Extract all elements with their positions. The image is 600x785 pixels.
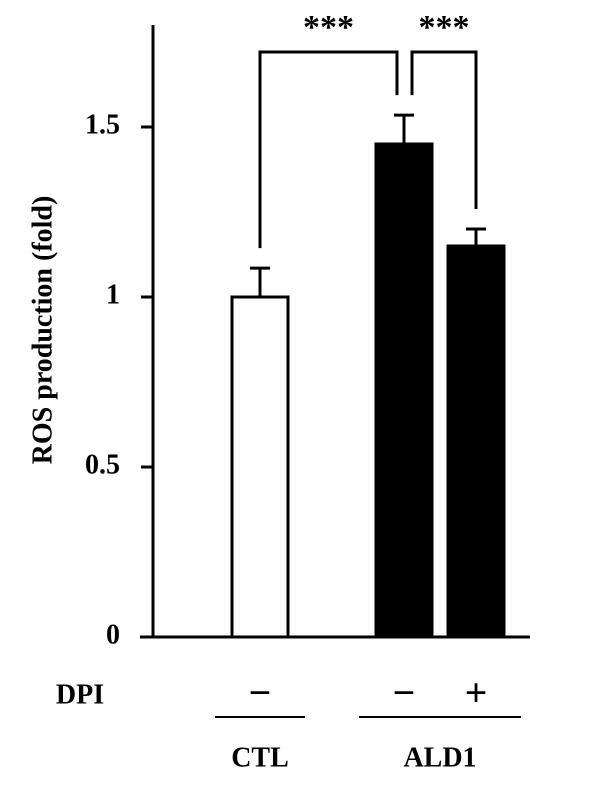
y-axis-label: ROS production (fold) bbox=[27, 196, 58, 465]
x-tick-label: − bbox=[393, 670, 416, 715]
group-label: CTL bbox=[231, 742, 289, 773]
y-tick-label: 0 bbox=[106, 619, 120, 650]
x-tick-label: − bbox=[249, 670, 272, 715]
significance-label: *** bbox=[303, 9, 354, 46]
significance-bracket bbox=[410, 50, 478, 209]
group-label: ALD1 bbox=[403, 742, 476, 773]
row-label: DPI bbox=[56, 679, 104, 710]
significance-bracket bbox=[258, 50, 399, 249]
bar bbox=[230, 295, 290, 639]
y-tick-label: 0.5 bbox=[85, 449, 120, 480]
significance-label: *** bbox=[419, 9, 470, 46]
x-tick-label: + bbox=[465, 670, 488, 715]
bar bbox=[374, 142, 434, 639]
y-tick-label: 1 bbox=[106, 279, 120, 310]
y-tick-label: 1.5 bbox=[85, 109, 120, 140]
bar bbox=[446, 244, 506, 639]
